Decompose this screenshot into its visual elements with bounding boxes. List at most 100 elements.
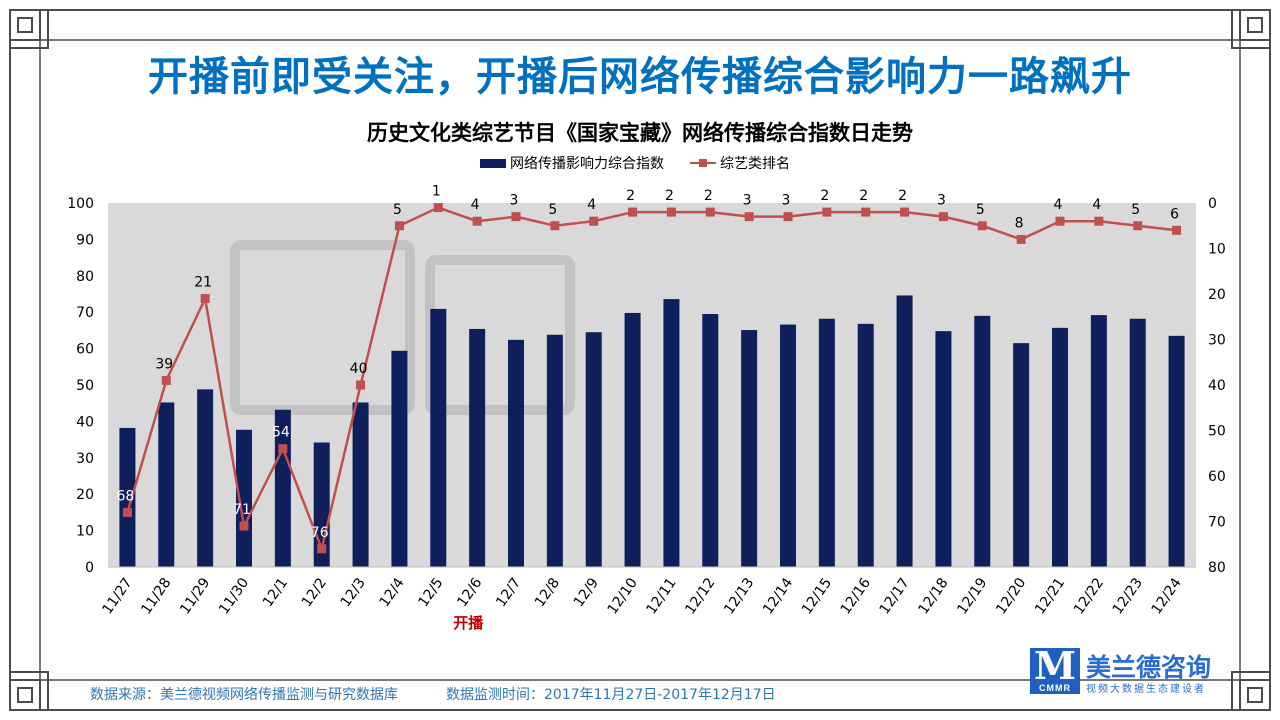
x-tick-label: 12/14: [760, 575, 796, 617]
y-right-tick-label: 10: [1208, 242, 1226, 258]
x-tick-label: 11/29: [177, 575, 213, 617]
brand-mark: M CMMR: [1030, 647, 1080, 694]
rank-data-label: 2: [898, 188, 907, 204]
bar-12/21: [1052, 327, 1068, 567]
bar-12/18: [935, 331, 952, 567]
legend-item-rank: 综艺类排名: [690, 153, 790, 173]
bar-12/20: [1013, 343, 1030, 567]
bar-12/4: [391, 350, 408, 567]
bar-11/30: [236, 429, 252, 567]
x-tick-label: 11/27: [99, 575, 135, 617]
rank-data-label: 4: [1092, 197, 1101, 213]
rank-marker-12/20: [1016, 234, 1026, 244]
y-left-tick-label: 20: [76, 487, 94, 503]
legend-line-swatch: [690, 157, 716, 169]
rank-marker-12/10: [628, 207, 638, 217]
frame-corner-ornament-2: [10, 671, 49, 710]
x-tick-label: 12/13: [721, 575, 757, 617]
bar-12/9: [585, 332, 602, 567]
rank-data-label: 68: [117, 488, 135, 504]
rank-data-label: 8: [1015, 215, 1024, 231]
bar-11/27: [119, 427, 136, 567]
rank-marker-12/9: [589, 216, 599, 226]
chart-title: 历史文化类综艺节目《国家宝藏》网络传播综合指数日走势: [367, 121, 913, 145]
bar-12/3: [352, 402, 369, 567]
rank-marker-11/27: [122, 507, 132, 517]
rank-marker-11/30: [239, 521, 249, 531]
bar-12/10: [624, 312, 641, 567]
rank-marker-12/23: [1133, 221, 1143, 231]
bar-12/23: [1129, 318, 1146, 567]
x-tick-label: 12/23: [1110, 575, 1146, 617]
bar-12/19: [974, 315, 991, 567]
y-right-tick-label: 0: [1208, 196, 1217, 212]
rank-data-label: 3: [510, 193, 519, 209]
rank-data-label: 5: [1131, 202, 1140, 218]
rank-marker-12/19: [977, 221, 987, 231]
frame-corner-ornament-3: [1231, 671, 1270, 710]
y-left-tick-label: 60: [76, 342, 94, 358]
bar-12/22: [1090, 315, 1107, 567]
rank-data-label: 71: [233, 502, 251, 518]
legend-item-index: 网络传播影响力综合指数: [480, 153, 664, 173]
rank-marker-12/11: [666, 207, 676, 217]
x-tick-label: 12/19: [954, 575, 990, 617]
rank-data-label: 2: [665, 188, 674, 204]
rank-data-label: 4: [587, 197, 596, 213]
x-tick-label: 12/6: [454, 575, 485, 610]
bar-12/5: [430, 308, 447, 567]
x-tick-label: 11/30: [216, 575, 252, 617]
y-right-tick-label: 80: [1208, 560, 1226, 576]
x-tick-label: 12/10: [605, 575, 641, 617]
y-right-tick-label: 40: [1208, 378, 1226, 394]
x-tick-label: 12/22: [1071, 575, 1107, 617]
background-artwork-seal-1: [230, 240, 415, 415]
plot-area-background: [108, 203, 1196, 567]
rank-marker-12/14: [783, 212, 793, 222]
footer: 数据来源：美兰德视频网络传播监测与研究数据库 数据监测时间：2017年11月27日…: [90, 684, 776, 704]
rank-data-label: 1: [432, 184, 441, 200]
rank-line: [126, 206, 1177, 553]
y-left-tick-label: 40: [76, 414, 94, 430]
rank-marker-12/6: [472, 216, 482, 226]
y-left-tick-label: 50: [76, 378, 94, 394]
x-tick-label: 11/28: [138, 575, 174, 617]
slide-title: 开播前即受关注，开播后网络传播综合影响力一路飙升: [148, 54, 1132, 100]
rank-marker-12/4: [394, 221, 404, 231]
x-tick-label: 12/18: [915, 575, 951, 617]
rank-data-label: 3: [782, 193, 791, 209]
x-tick-label: 12/4: [377, 575, 408, 610]
rank-marker-11/28: [161, 375, 171, 385]
rank-marker-12/8: [550, 221, 560, 231]
x-tick-label: 12/9: [571, 575, 602, 610]
legend-bar-swatch: [480, 158, 506, 168]
x-tick-label: 12/17: [877, 575, 913, 617]
rank-marker-12/17: [900, 207, 910, 217]
rank-marker-12/12: [705, 207, 715, 217]
rank-data-label: 2: [704, 188, 713, 204]
rank-data-label: 2: [859, 188, 868, 204]
rank-data-label: 2: [626, 188, 635, 204]
x-tick-label: 12/7: [493, 575, 524, 610]
legend-label-rank: 综艺类排名: [720, 156, 790, 172]
x-tick-label: 12/1: [260, 575, 291, 610]
x-tick-label: 12/8: [532, 575, 563, 610]
y-left-tick-label: 30: [76, 451, 94, 467]
bar-12/7: [508, 339, 524, 567]
rank-data-label: 39: [155, 356, 173, 372]
data-source-note: 数据来源：美兰德视频网络传播监测与研究数据库: [90, 687, 398, 703]
rank-data-label: 4: [471, 197, 480, 213]
rank-data-label: 3: [937, 193, 946, 209]
bar-12/17: [896, 295, 913, 567]
bar-12/14: [780, 324, 796, 567]
bar-12/12: [702, 314, 719, 567]
rank-marker-12/5: [433, 203, 443, 213]
bar-12/13: [741, 330, 758, 567]
y-right-tick-label: 30: [1208, 333, 1226, 349]
rank-data-label: 5: [976, 202, 985, 218]
rank-marker-12/2: [317, 544, 327, 554]
rank-data-label: 21: [194, 275, 212, 291]
x-tick-label: 12/5: [415, 575, 446, 610]
x-tick-label: 12/16: [838, 575, 874, 617]
